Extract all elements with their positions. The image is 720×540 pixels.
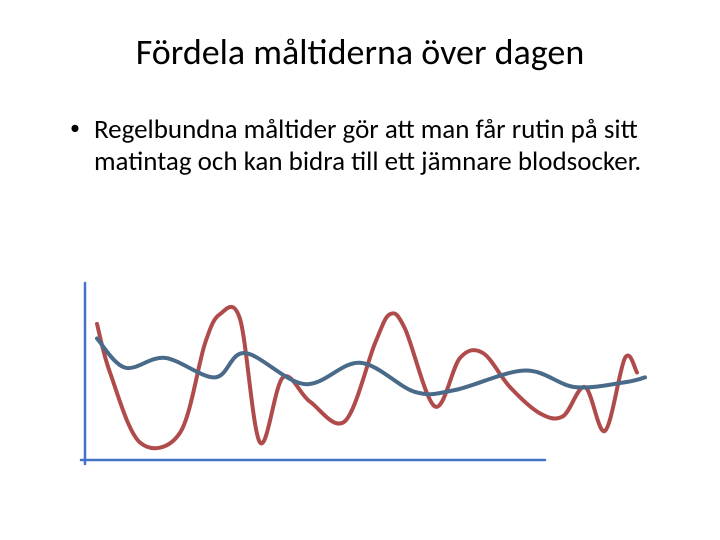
chart-series-volatile	[97, 307, 637, 448]
bullet-list: • Regelbundna måltider gör att man får r…	[50, 114, 670, 179]
bullet-marker-icon: •	[70, 116, 80, 140]
chart-series-stable	[97, 338, 645, 394]
slide-container: Fördela måltiderna över dagen • Regelbun…	[0, 0, 720, 540]
chart	[70, 275, 670, 485]
slide-title: Fördela måltiderna över dagen	[50, 30, 670, 74]
bullet-text: Regelbundna måltider gör att man får rut…	[94, 114, 670, 179]
chart-svg	[70, 275, 670, 485]
bullet-item: • Regelbundna måltider gör att man får r…	[70, 114, 670, 179]
